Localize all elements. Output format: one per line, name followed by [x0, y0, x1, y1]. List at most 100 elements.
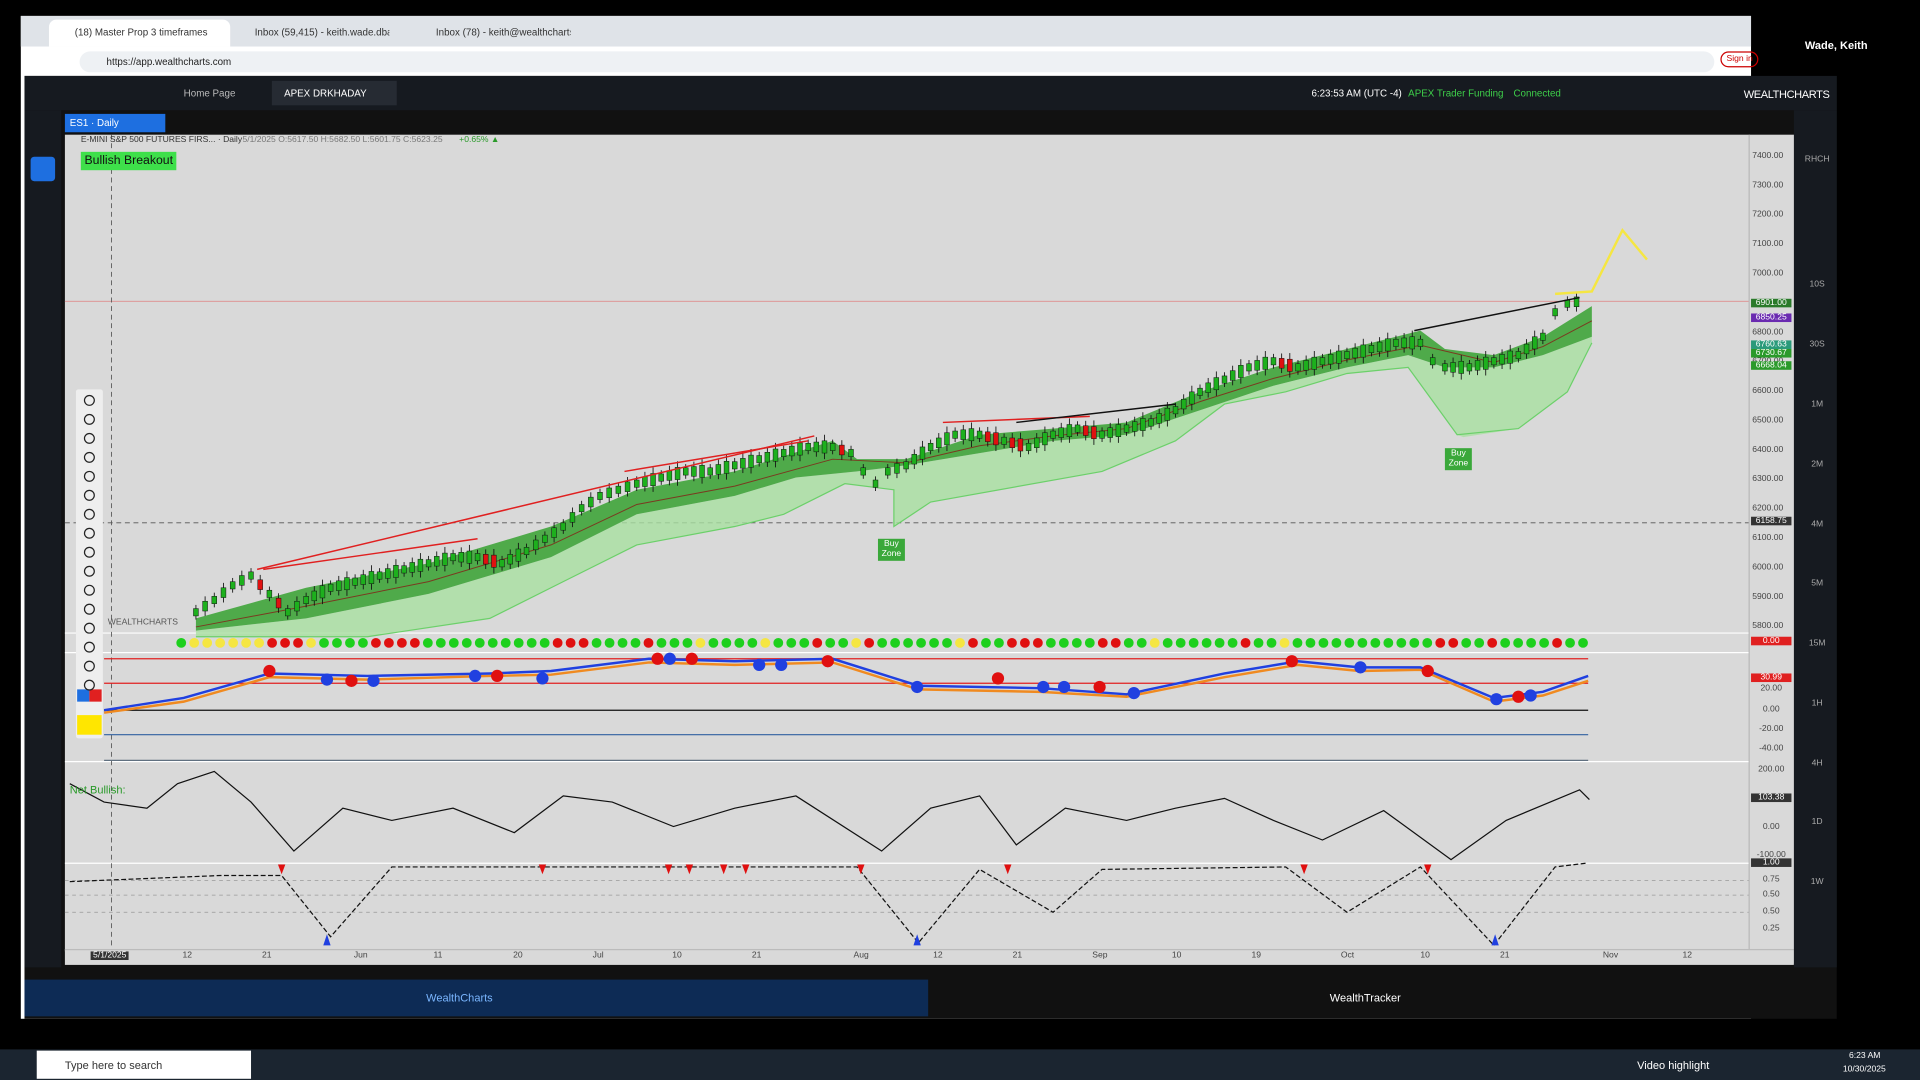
timeframe[interactable]: 1M: [1811, 400, 1824, 409]
signal-dot: [1578, 637, 1588, 648]
bottom-tab-label[interactable]: WealthCharts: [426, 991, 493, 1005]
osc-dot: [1421, 664, 1434, 678]
price-tag: 6901.00: [1751, 298, 1792, 308]
candle: [650, 473, 656, 486]
price-tag: 6668.04: [1751, 361, 1792, 370]
candle: [1017, 438, 1024, 452]
add-button[interactable]: [30, 156, 56, 182]
browser-tab[interactable]: Inbox (59,415) - keith.wade.dba@: [254, 26, 390, 38]
candle: [1221, 375, 1228, 384]
candle: [829, 443, 836, 451]
symbol[interactable]: ES1 · Daily: [69, 117, 119, 129]
signal-dot: [812, 637, 823, 648]
signal-dot: [189, 637, 200, 648]
timeframe[interactable]: 5M: [1811, 579, 1824, 588]
signal-dot: [396, 637, 407, 648]
timeframe[interactable]: 30S: [1809, 340, 1825, 349]
candle: [303, 596, 309, 604]
candle: [560, 522, 566, 531]
candle: [211, 596, 217, 604]
bottom-tab-label[interactable]: WealthTracker: [1329, 991, 1401, 1005]
timeframe[interactable]: RHCH: [1804, 155, 1830, 165]
candle: [848, 449, 854, 457]
candle: [1552, 308, 1558, 317]
symbol-button[interactable]: [64, 113, 166, 133]
bottom-tick-label: 0.75: [1762, 875, 1780, 885]
osc-dot: [468, 669, 482, 683]
osc-dot: [991, 672, 1005, 685]
account[interactable]: APEX Trader Funding: [1408, 88, 1504, 100]
candle: [960, 429, 966, 440]
date-axis-bg: [64, 948, 1794, 965]
candle: [202, 600, 208, 612]
candle: [257, 579, 263, 590]
candle: [360, 574, 366, 585]
timeframe[interactable]: 10S: [1809, 280, 1825, 289]
timeframe[interactable]: 1H: [1811, 699, 1823, 708]
signal-dot: [994, 637, 1004, 648]
browser-tab[interactable]: Inbox (78) - keith@wealthcharts.c: [435, 26, 571, 38]
net-tick-label: -100.00: [1756, 851, 1786, 860]
search-text[interactable]: Type here to search: [64, 1059, 163, 1072]
browser-tab-active[interactable]: [48, 19, 231, 47]
bottom-tab-active[interactable]: [24, 979, 929, 1017]
candle: [1213, 377, 1220, 391]
active-tab[interactable]: [271, 80, 397, 106]
candle: [1311, 356, 1317, 370]
signal-dot: [682, 637, 693, 648]
candle: [1344, 351, 1350, 360]
buy-signal: [323, 934, 331, 946]
candle: [434, 556, 440, 567]
signal-dot: [890, 637, 901, 648]
timeframe[interactable]: 2M: [1811, 460, 1824, 469]
sell-signal: [277, 864, 286, 875]
candle: [1156, 413, 1162, 424]
signal-dot: [487, 637, 498, 648]
timeframe[interactable]: 1D: [1811, 817, 1823, 827]
signal-dot: [669, 637, 680, 648]
search-box[interactable]: [36, 1050, 252, 1079]
candle: [1499, 354, 1505, 365]
browser-tab[interactable]: (18) Master Prop 3 timeframes - Y: [74, 26, 210, 38]
candle: [1001, 436, 1007, 445]
sign-in[interactable]: Sign in: [1720, 51, 1759, 68]
candle: [1140, 418, 1146, 431]
signal-dot: [345, 637, 355, 648]
date-label: 21: [1500, 951, 1510, 961]
candle: [1164, 407, 1171, 421]
candle: [1336, 350, 1342, 364]
price-tick-label: 6600.00: [1752, 386, 1784, 396]
url[interactable]: https://app.wealthcharts.com: [106, 56, 232, 68]
osc-dot: [821, 655, 834, 668]
signal-dot: [539, 637, 550, 648]
candle: [1025, 443, 1032, 451]
tool-icon: [83, 641, 95, 653]
candle: [285, 608, 291, 617]
candle: [805, 443, 811, 451]
candle: [606, 487, 612, 499]
timeframe[interactable]: 15M: [1808, 639, 1826, 648]
osc-tick-label: -40.00: [1759, 744, 1784, 754]
date-label: 12: [182, 951, 192, 961]
candle: [985, 431, 991, 442]
net-bullish: Net Bullish:: [69, 783, 126, 796]
signal-dot: [202, 637, 213, 648]
candle: [229, 581, 236, 590]
address-bar[interactable]: [79, 51, 1715, 73]
candle: [336, 580, 342, 591]
timeframe[interactable]: 4H: [1811, 759, 1823, 768]
osc-dot: [685, 652, 698, 665]
signal-dot: [1500, 637, 1511, 648]
signal-dot: [1435, 637, 1446, 648]
signal-dot: [1162, 637, 1173, 648]
timeframe[interactable]: 4M: [1811, 520, 1824, 529]
candle: [1205, 382, 1211, 393]
video-highlight[interactable]: Video highlight: [1637, 1059, 1710, 1072]
home-tab[interactable]: Home Page: [183, 88, 236, 100]
candle: [813, 441, 820, 453]
signal-dot: [215, 637, 226, 648]
active-tab-label[interactable]: APEX DRKHADAY: [284, 88, 367, 100]
price-tag: 6760.63: [1751, 340, 1792, 349]
timeframe[interactable]: 1W: [1810, 877, 1824, 887]
signal-dot: [228, 637, 239, 648]
